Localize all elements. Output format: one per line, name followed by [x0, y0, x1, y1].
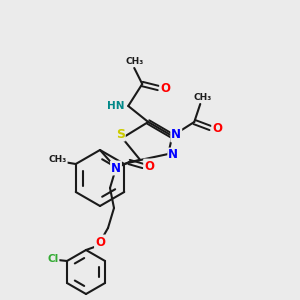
Text: CH₃: CH₃ [125, 56, 143, 65]
Text: O: O [160, 82, 170, 94]
Text: HN: HN [107, 101, 124, 111]
Text: O: O [144, 160, 154, 172]
Text: O: O [95, 236, 105, 248]
Text: N: N [111, 161, 121, 175]
Text: N: N [171, 128, 181, 142]
Text: Cl: Cl [47, 254, 58, 264]
Text: S: S [116, 128, 125, 140]
Text: N: N [168, 148, 178, 161]
Text: CH₃: CH₃ [49, 155, 67, 164]
Text: O: O [212, 122, 222, 134]
Text: CH₃: CH₃ [193, 92, 212, 101]
